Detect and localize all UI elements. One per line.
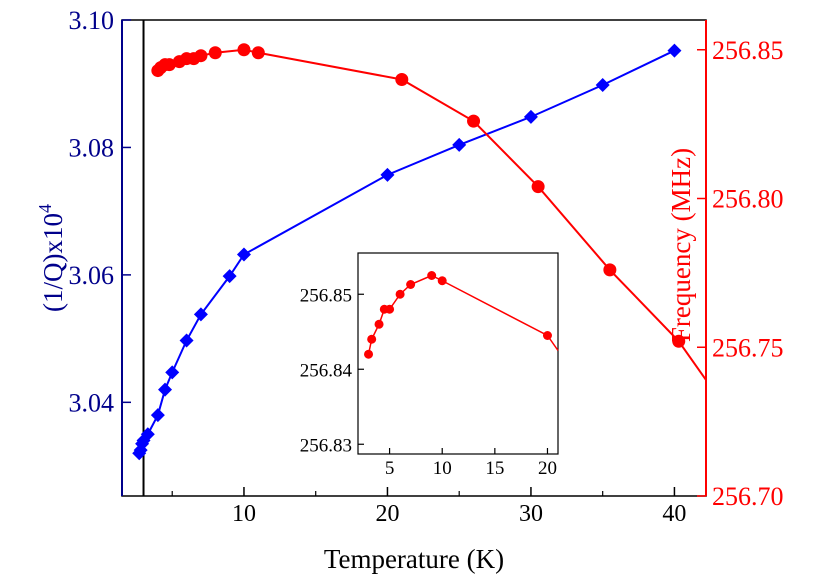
left-tick-label: 3.06: [69, 261, 115, 290]
q-data-point: [452, 137, 467, 152]
inset-data-point: [406, 280, 416, 289]
inset-y-tick-label: 256.83: [300, 435, 352, 456]
frequency-data-point: [251, 46, 265, 60]
q-data-point: [380, 167, 395, 182]
inset-data-point: [367, 334, 377, 344]
inset-x-tick-label: 20: [538, 458, 557, 479]
q-data-point: [667, 43, 682, 58]
frequency-data-point: [531, 180, 545, 194]
left-axis-label-exponent: 4: [35, 204, 55, 213]
left-axis-ticks: 3.04 3.06 3.08 3.10: [69, 6, 131, 417]
q-data-point: [222, 269, 237, 284]
frequency-data-point: [208, 46, 222, 60]
inset-x-tick-label: 15: [485, 458, 504, 479]
x-tick-label: 40: [662, 501, 686, 527]
q-data-point: [158, 382, 173, 397]
left-tick-label: 3.08: [69, 133, 115, 162]
inset-data-point: [437, 276, 447, 286]
inset-y-tick-label: 256.85: [300, 285, 352, 306]
q-data-point: [523, 109, 538, 124]
right-tick-label: 256.85: [712, 36, 784, 65]
q-data-point: [193, 307, 208, 322]
x-tick-label: 30: [519, 501, 543, 527]
q-data-point: [150, 408, 165, 423]
q-data-point: [179, 333, 194, 348]
inset-x-tick-label: 10: [433, 458, 452, 479]
right-tick-label: 256.75: [712, 333, 784, 362]
right-tick-label: 256.70: [712, 482, 784, 511]
frequency-data-point: [237, 43, 251, 57]
frequency-data-point: [672, 334, 686, 348]
frequency-series: [151, 43, 707, 381]
inset-data-point: [385, 304, 395, 314]
left-tick-label: 3.04: [69, 388, 115, 417]
frequency-data-point: [162, 58, 176, 72]
q-data-point: [595, 77, 610, 92]
x-axis-label: Temperature (K): [324, 544, 504, 574]
frequency-data-point: [395, 73, 409, 86]
inset-data-point: [542, 331, 552, 340]
right-tick-label: 256.80: [712, 185, 784, 214]
frequency-data-point: [467, 114, 481, 128]
inset-data-point: [395, 289, 405, 299]
inset-frequency-series: [364, 271, 559, 359]
left-axis-label: (1/Q)x104: [35, 204, 68, 312]
q-data-point: [236, 247, 251, 262]
left-tick-label: 3.10: [69, 6, 115, 35]
inset-x-tick-label: 5: [385, 458, 395, 479]
inset-data-point: [364, 349, 374, 359]
inset-y-tick-label: 256.84: [300, 360, 353, 381]
inset-data-point: [374, 319, 384, 329]
right-axis-ticks: 256.70 256.75 256.80 256.85: [697, 36, 784, 511]
left-axis-label-main: (1/Q)x10: [38, 213, 68, 312]
inset-x-ticks: 5 10 15 20: [385, 448, 557, 479]
frequency-data-point: [603, 263, 617, 277]
frequency-data-point: [194, 49, 208, 63]
inset-data-point: [427, 271, 437, 280]
x-axis-ticks: 10 20 30 40: [171, 487, 686, 527]
q-data-point: [165, 365, 180, 380]
inset-frame: [357, 252, 559, 455]
x-tick-label: 20: [375, 501, 399, 527]
right-axis-label: Frequency (MHz): [666, 148, 696, 342]
q-series: [132, 43, 682, 461]
x-tick-label: 10: [232, 501, 256, 527]
q-data-point: [140, 427, 155, 442]
inset-chart: 5 10 15 20 256.83 256.84 256.85: [300, 252, 559, 479]
inset-y-ticks: 256.83 256.84 256.85: [300, 285, 364, 456]
